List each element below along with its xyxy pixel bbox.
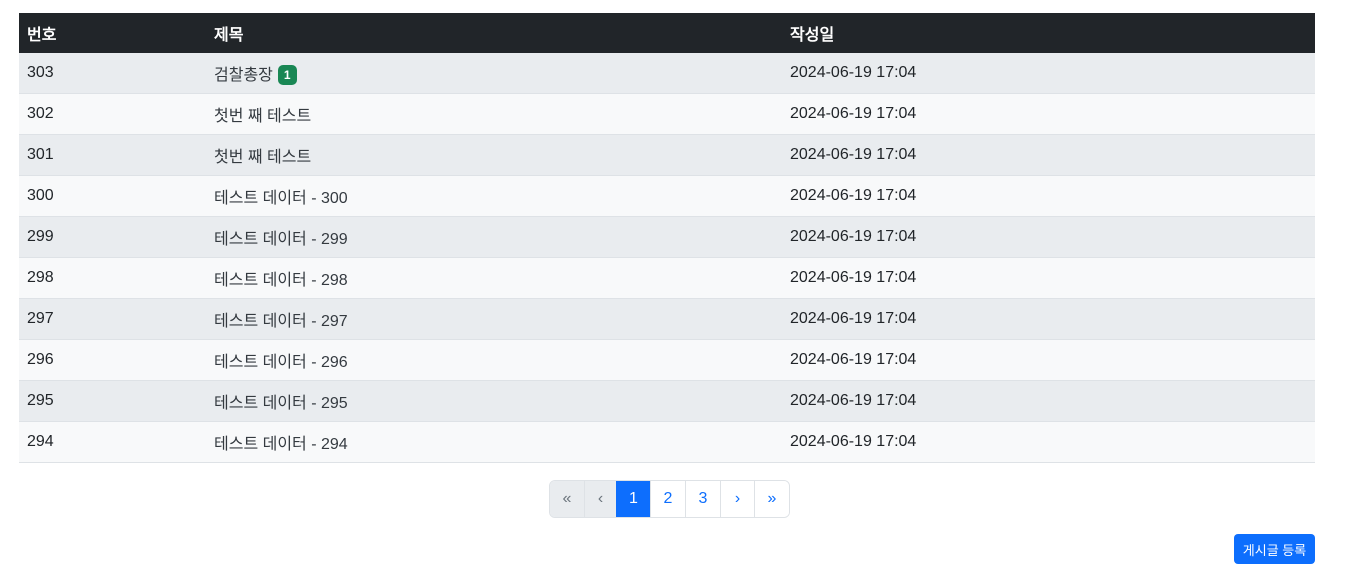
row-number: 301 <box>19 134 206 176</box>
page-button-1[interactable]: 1 <box>616 481 650 517</box>
header-date: 작성일 <box>790 27 835 44</box>
row-date: 2024-06-19 17:04 <box>782 298 1315 340</box>
row-title-cell: 테스트 데이터 - 299 <box>206 216 782 258</box>
row-date: 2024-06-19 17:04 <box>782 53 1315 94</box>
page-button-3[interactable]: 3 <box>685 481 720 517</box>
table-row[interactable]: 297 테스트 데이터 - 297 2024-06-19 17:04 <box>19 298 1315 340</box>
row-date: 2024-06-19 17:04 <box>782 216 1315 258</box>
row-number: 302 <box>19 93 206 135</box>
page-button-2[interactable]: 2 <box>650 481 685 517</box>
header-row: 번호 제목 작성일 <box>19 13 1315 53</box>
row-title-link[interactable]: 테스트 데이터 - 297 <box>214 313 348 330</box>
post-board: 번호 제목 작성일 303 검찰총장 1 2024-06-19 17:04 302… <box>19 13 1315 463</box>
row-title-link[interactable]: 첫번 째 테스트 <box>214 108 312 125</box>
row-title-link[interactable]: 검찰총장 <box>214 67 273 84</box>
row-number: 300 <box>19 175 206 217</box>
row-title-link[interactable]: 테스트 데이터 - 294 <box>214 436 348 453</box>
row-title-link[interactable]: 테스트 데이터 - 296 <box>214 354 348 371</box>
row-title-cell: 첫번 째 테스트 <box>206 93 782 135</box>
table-header: 번호 제목 작성일 <box>19 13 1315 53</box>
register-post-button[interactable]: 게시글 등록 <box>1234 534 1315 564</box>
header-title: 제목 <box>214 27 244 44</box>
row-number: 296 <box>19 339 206 381</box>
table-row[interactable]: 300 테스트 데이터 - 300 2024-06-19 17:04 <box>19 175 1315 217</box>
table-body: 303 검찰총장 1 2024-06-19 17:04 302 첫번 째 테스트 … <box>19 53 1315 463</box>
row-title-cell: 검찰총장 1 <box>206 53 782 94</box>
row-title-link[interactable]: 첫번 째 테스트 <box>214 149 312 166</box>
table-row[interactable]: 294 테스트 데이터 - 294 2024-06-19 17:04 <box>19 421 1315 463</box>
row-date: 2024-06-19 17:04 <box>782 380 1315 422</box>
row-title-link[interactable]: 테스트 데이터 - 295 <box>214 395 348 412</box>
row-title-cell: 테스트 데이터 - 294 <box>206 421 782 463</box>
row-date: 2024-06-19 17:04 <box>782 134 1315 176</box>
row-number: 295 <box>19 380 206 422</box>
next-page-button[interactable]: › <box>720 481 754 517</box>
row-number: 303 <box>19 53 206 94</box>
last-page-button[interactable]: » <box>754 481 789 517</box>
table-row[interactable]: 301 첫번 째 테스트 2024-06-19 17:04 <box>19 134 1315 176</box>
header-number: 번호 <box>27 27 57 44</box>
row-date: 2024-06-19 17:04 <box>782 339 1315 381</box>
row-date: 2024-06-19 17:04 <box>782 421 1315 463</box>
table-row[interactable]: 302 첫번 째 테스트 2024-06-19 17:04 <box>19 93 1315 135</box>
row-title-cell: 테스트 데이터 - 298 <box>206 257 782 299</box>
row-date: 2024-06-19 17:04 <box>782 257 1315 299</box>
first-page-button[interactable]: « <box>550 481 584 517</box>
row-number: 298 <box>19 257 206 299</box>
row-date: 2024-06-19 17:04 <box>782 93 1315 135</box>
prev-page-button[interactable]: ‹ <box>584 481 616 517</box>
row-title-cell: 첫번 째 테스트 <box>206 134 782 176</box>
pagination: « ‹ 1 2 3 › » <box>549 480 790 518</box>
table-row[interactable]: 303 검찰총장 1 2024-06-19 17:04 <box>19 53 1315 94</box>
table-row[interactable]: 295 테스트 데이터 - 295 2024-06-19 17:04 <box>19 380 1315 422</box>
post-table: 번호 제목 작성일 303 검찰총장 1 2024-06-19 17:04 302… <box>19 13 1315 463</box>
comment-count-badge: 1 <box>277 65 297 85</box>
row-title-link[interactable]: 테스트 데이터 - 299 <box>214 231 348 248</box>
row-number: 294 <box>19 421 206 463</box>
row-title-link[interactable]: 테스트 데이터 - 298 <box>214 272 348 289</box>
row-title-link[interactable]: 테스트 데이터 - 300 <box>214 190 348 207</box>
row-title-cell: 테스트 데이터 - 300 <box>206 175 782 217</box>
table-row[interactable]: 299 테스트 데이터 - 299 2024-06-19 17:04 <box>19 216 1315 258</box>
row-title-cell: 테스트 데이터 - 297 <box>206 298 782 340</box>
row-number: 299 <box>19 216 206 258</box>
table-row[interactable]: 298 테스트 데이터 - 298 2024-06-19 17:04 <box>19 257 1315 299</box>
row-number: 297 <box>19 298 206 340</box>
row-title-cell: 테스트 데이터 - 295 <box>206 380 782 422</box>
row-date: 2024-06-19 17:04 <box>782 175 1315 217</box>
row-title-cell: 테스트 데이터 - 296 <box>206 339 782 381</box>
table-row[interactable]: 296 테스트 데이터 - 296 2024-06-19 17:04 <box>19 339 1315 381</box>
